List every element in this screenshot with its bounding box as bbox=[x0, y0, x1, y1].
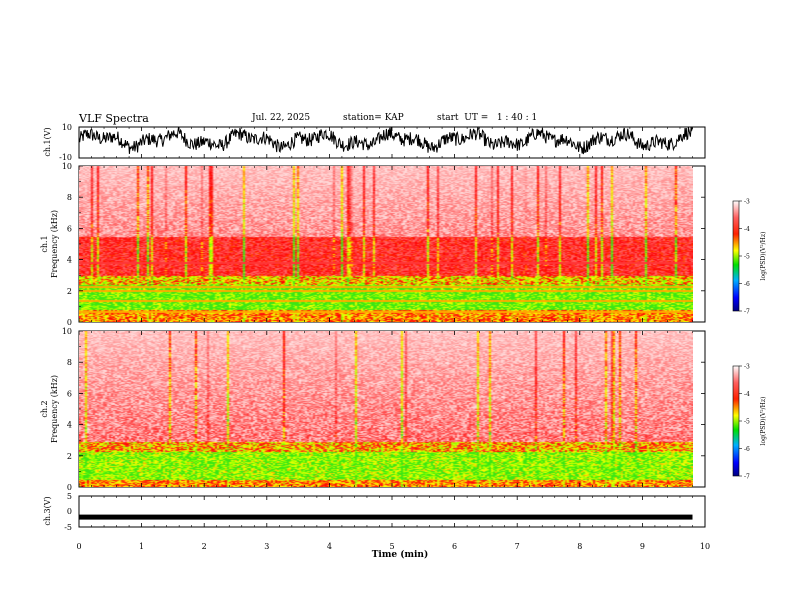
ch2-colorbar-label: log(PSD)(V²/Hz) bbox=[760, 397, 767, 446]
x-tick-label: 2 bbox=[202, 542, 207, 551]
y-tick-label: 0 bbox=[67, 318, 72, 327]
y-tick-label: 2 bbox=[67, 287, 72, 296]
x-tick-label: 0 bbox=[76, 542, 81, 551]
x-tick-label: 8 bbox=[577, 542, 582, 551]
x-tick-label: 9 bbox=[640, 542, 645, 551]
ch3-ytick-top: 5 bbox=[67, 492, 72, 501]
start-time-label: start UT = 1 : 40 : 1 bbox=[437, 113, 538, 123]
date-label: Jul. 22, 2025 bbox=[252, 113, 311, 123]
ch1-ylabel: ch.1(V) bbox=[43, 127, 52, 156]
colorbar-tick-label: -7 bbox=[744, 309, 750, 316]
y-tick-label: 4 bbox=[67, 421, 72, 430]
ch2-spectrogram-image bbox=[79, 331, 693, 487]
y-tick-label: 4 bbox=[67, 256, 72, 265]
ch1-waveform-panel: 10 -10 ch.1(V) bbox=[43, 123, 706, 162]
colorbar-tick-label: -6 bbox=[744, 446, 750, 453]
ch1-ytick-bottom: -10 bbox=[59, 153, 72, 162]
ch3-waveform-panel: 5 0 -5 ch.3(V) bbox=[43, 492, 706, 532]
ch1-waveform-line bbox=[78, 126, 693, 155]
ch1-ylabel-frequency: Frequency (kHz) bbox=[50, 210, 59, 278]
ch3-ytick-mid: 0 bbox=[67, 507, 72, 516]
ch2-spectrogram-panel: 0 2 4 6 8 10 ch.2 Frequency (kHz) bbox=[40, 327, 706, 492]
ch1-colorbar: -3 -4 -5 -6 -7 log(PSD)(V²/Hz) bbox=[732, 199, 767, 316]
y-tick-label: 10 bbox=[62, 327, 72, 336]
ch1-spectrogram-image bbox=[79, 166, 693, 322]
ch1-spectrogram-panel: 0 2 4 6 8 10 ch.1 Frequency (kHz) bbox=[40, 162, 706, 327]
colorbar-tick-label: -7 bbox=[744, 474, 750, 481]
y-tick-label: 10 bbox=[62, 162, 72, 171]
ch2-colorbar: -3 -4 -5 -6 -7 log(PSD)(V²/Hz) bbox=[732, 364, 767, 481]
y-tick-label: 2 bbox=[67, 452, 72, 461]
colorbar-tick-label: -5 bbox=[744, 254, 750, 261]
chart-title: VLF Spectra bbox=[79, 112, 149, 125]
x-tick-label: 3 bbox=[264, 542, 269, 551]
ch1-ylabel-channel: ch.1 bbox=[40, 235, 49, 252]
ch3-waveform-frame bbox=[78, 495, 706, 528]
y-tick-label: 6 bbox=[67, 224, 72, 233]
x-tick-label: 4 bbox=[327, 542, 332, 551]
ch1-colorbar-label: log(PSD)(V²/Hz) bbox=[760, 232, 767, 281]
ch3-waveform-band bbox=[79, 514, 693, 520]
x-tick-label: 6 bbox=[452, 542, 457, 551]
ch1-colorbar-bar bbox=[732, 200, 740, 312]
x-tick-label: 1 bbox=[139, 542, 144, 551]
ch3-ytick-bottom: -5 bbox=[64, 523, 72, 532]
x-axis-label: Time (min) bbox=[372, 549, 429, 560]
y-tick-label: 0 bbox=[67, 483, 72, 492]
ch3-ylabel: ch.3(V) bbox=[43, 496, 52, 525]
ch2-ylabel-frequency: Frequency (kHz) bbox=[50, 375, 59, 443]
y-tick-label: 8 bbox=[67, 358, 72, 367]
x-tick-label: 7 bbox=[515, 542, 520, 551]
x-axis-ticks: 0 1 2 3 4 5 6 7 8 9 10 bbox=[76, 127, 710, 551]
ch2-colorbar-bar bbox=[732, 365, 740, 477]
station-label: station= KAP bbox=[343, 113, 404, 123]
colorbar-tick-label: -3 bbox=[744, 199, 750, 206]
colorbar-tick-label: -5 bbox=[744, 419, 750, 426]
colorbar-tick-label: -4 bbox=[744, 391, 750, 398]
x-tick-label: 10 bbox=[700, 542, 710, 551]
colorbar-tick-label: -6 bbox=[744, 281, 750, 288]
colorbar-tick-label: -3 bbox=[744, 364, 750, 371]
ch2-ylabel-channel: ch.2 bbox=[40, 400, 49, 417]
colorbar-tick-label: -4 bbox=[744, 226, 750, 233]
x-tick-label: 5 bbox=[389, 542, 394, 551]
y-tick-label: 6 bbox=[67, 389, 72, 398]
ch1-ytick-top: 10 bbox=[62, 123, 72, 132]
y-tick-label: 8 bbox=[67, 193, 72, 202]
